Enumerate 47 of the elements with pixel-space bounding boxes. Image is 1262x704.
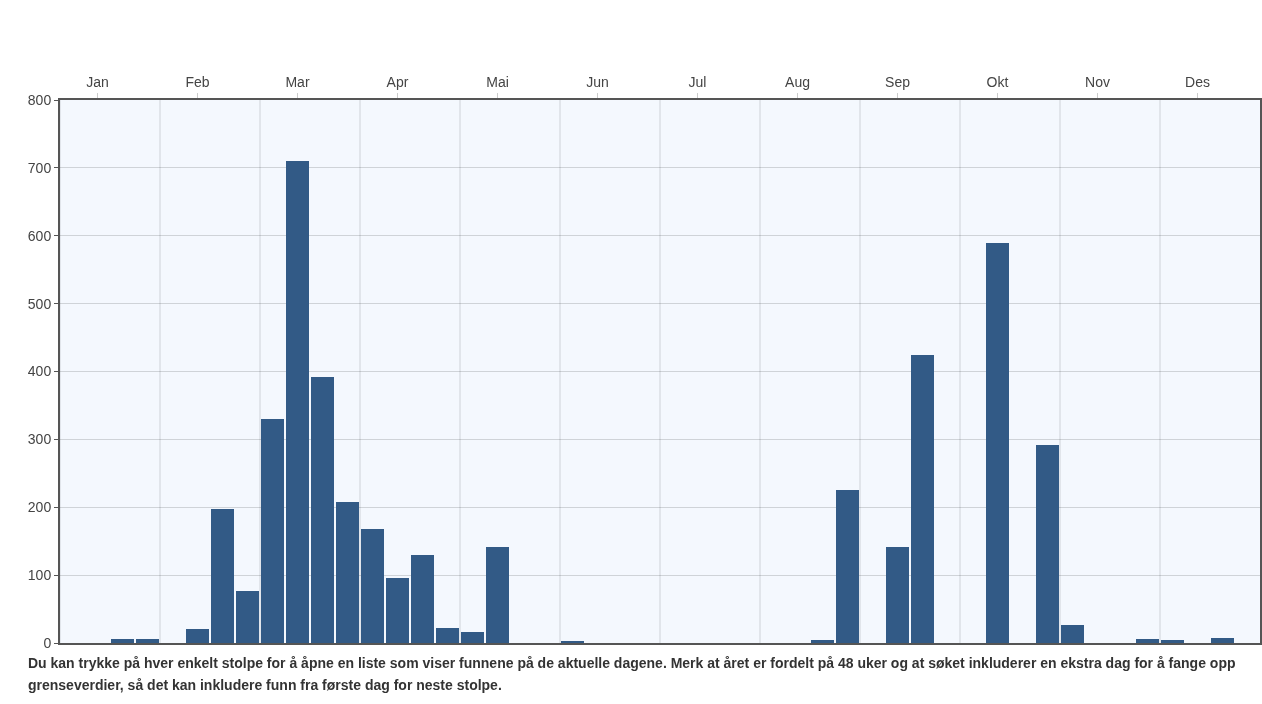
bar	[311, 377, 334, 643]
bar	[411, 555, 434, 643]
bar	[886, 547, 909, 643]
bar	[111, 639, 134, 643]
x-tick-label: Apr	[386, 74, 409, 91]
text: Du kan trykke på hver enkelt stolpe for å åpne en liste som viser funnene på de aktuelle dagene. Merk at året er fordelt på 48 uker og at søket inkluderer en ekstra dag for å fange opp grenseverdier, så det kan inkludere funn fra første dag for neste stolpe.	[28, 654, 1237, 695]
bar	[386, 578, 409, 643]
x-tick-label: Jul	[688, 74, 707, 91]
x-tick-label: Mar	[285, 74, 310, 91]
y-tick-label: 800	[27, 91, 52, 108]
bar	[236, 591, 259, 643]
bar	[436, 628, 459, 643]
bar	[1136, 639, 1159, 643]
bar	[336, 502, 359, 643]
bar	[836, 490, 859, 643]
bar	[286, 161, 309, 643]
y-tick-label: 100	[27, 567, 52, 584]
y-tick-label: 200	[27, 499, 52, 516]
bar	[1061, 625, 1084, 643]
y-tick-label: 0	[43, 634, 52, 651]
bar	[1036, 445, 1059, 643]
bar	[911, 355, 934, 643]
y-tick-label: 700	[27, 159, 52, 176]
x-tick-label: Feb	[185, 74, 210, 91]
x-tick-label: Des	[1185, 74, 1210, 91]
x-tick-label: Sep	[885, 74, 911, 91]
bar	[361, 529, 384, 643]
y-tick-label: 400	[27, 363, 52, 380]
bar	[461, 632, 484, 643]
bar	[1161, 640, 1184, 643]
bar	[486, 547, 509, 643]
bar	[211, 509, 234, 643]
x-tick-label: Okt	[986, 74, 1009, 91]
bar	[136, 639, 159, 643]
bar	[261, 419, 284, 643]
y-tick-label: 600	[27, 227, 52, 244]
bar	[986, 243, 1009, 643]
x-tick-label: Nov	[1085, 74, 1110, 91]
y-tick-label: 300	[27, 431, 52, 448]
bar	[186, 629, 209, 643]
bar	[1211, 638, 1234, 643]
bar	[811, 640, 834, 643]
x-tick-label: Aug	[785, 74, 810, 91]
x-tick-label: Mai	[486, 74, 509, 91]
y-tick-label: 500	[27, 295, 52, 312]
x-tick-label: Jan	[86, 74, 109, 91]
x-tick-label: Jun	[586, 74, 609, 91]
